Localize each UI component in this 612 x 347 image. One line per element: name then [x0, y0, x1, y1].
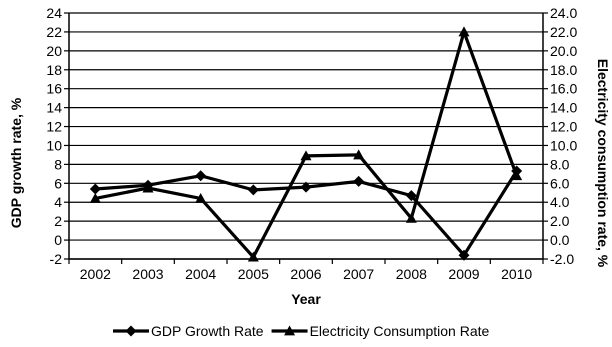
data-point [511, 170, 523, 181]
y2-tick-label: 24.0 [550, 5, 577, 21]
x-axis-title: Year [291, 291, 321, 307]
data-point [458, 26, 470, 37]
legend-marker [284, 325, 296, 336]
y-tick-label: 16 [46, 81, 62, 97]
y-tick-label: 18 [46, 62, 62, 78]
y2-tick-label: -2.0 [550, 251, 574, 267]
y-tick-label: 0 [54, 232, 62, 248]
y2-tick-label: 2.0 [550, 213, 570, 229]
data-point [195, 170, 207, 182]
x-tick-label: 2010 [501, 266, 532, 282]
data-point [300, 150, 312, 161]
data-point [405, 190, 417, 202]
y2-tick-label: 6.0 [550, 175, 570, 191]
y-tick-label: 14 [46, 100, 62, 116]
series-layer [89, 26, 523, 262]
y2-tick-label: 10.0 [550, 137, 577, 153]
y-tick-label: 22 [46, 24, 62, 40]
y-axis-title: GDP growth rate, % [8, 97, 24, 228]
data-point [353, 149, 365, 160]
legend-label: GDP Growth Rate [151, 323, 264, 339]
y2-tick-label: 12.0 [550, 119, 577, 135]
legend-item: Electricity Consumption Rate [271, 323, 490, 339]
data-point [458, 249, 470, 261]
legend: GDP Growth Rate Electricity Consumption R… [113, 323, 490, 339]
y2-tick-label: 20.0 [550, 43, 577, 59]
x-tick-label: 2002 [80, 266, 111, 282]
y2-tick-label: 0.0 [550, 232, 570, 248]
x-axis-ticks: 2002 2003 2004 2005 2006 2007 2008 2009 2010 [68, 259, 544, 282]
x-tick-label: 2007 [343, 266, 374, 282]
data-point [247, 251, 259, 262]
series-line [95, 26, 519, 260]
y-tick-label: 12 [46, 119, 62, 135]
y2-tick-label: 22.0 [550, 24, 577, 40]
y2-tick-label: 4.0 [550, 194, 570, 210]
x-tick-label: 2009 [448, 266, 479, 282]
y2-axis-title: Electricity consumption rate, % [595, 59, 611, 268]
legend-item: GDP Growth Rate [113, 323, 264, 339]
y-tick-label: 4 [54, 194, 62, 210]
y2-tick-label: 16.0 [550, 81, 577, 97]
data-point [247, 184, 259, 196]
series-2 [89, 26, 523, 262]
y-tick-label: 8 [54, 156, 62, 172]
y-tick-label: 24 [46, 5, 62, 21]
y-tick-label: 20 [46, 43, 62, 59]
legend-marker [125, 325, 137, 337]
x-tick-label: 2003 [132, 266, 163, 282]
data-point [89, 183, 101, 195]
y2-tick-label: 18.0 [550, 62, 577, 78]
y-tick-label: 2 [54, 213, 62, 229]
data-point [405, 212, 417, 223]
data-point [89, 192, 101, 203]
y-tick-label: 6 [54, 175, 62, 191]
x-tick-label: 2008 [396, 266, 427, 282]
y-tick-label: -2 [50, 251, 63, 267]
data-point [353, 175, 365, 187]
data-point [142, 182, 154, 193]
y2-tick-label: 14.0 [550, 100, 577, 116]
x-tick-label: 2005 [238, 266, 269, 282]
x-tick-label: 2006 [290, 266, 321, 282]
data-point [195, 192, 207, 203]
data-point [300, 181, 312, 193]
y2-tick-label: 8.0 [550, 156, 570, 172]
right-axis-ticks: -2.0 0.0 2.0 4.0 6.0 8.0 10.0 12.0 14.0 16.0 18.0 2… [543, 5, 577, 267]
x-tick-label: 2004 [185, 266, 216, 282]
series-1 [89, 165, 523, 261]
legend-label: Electricity Consumption Rate [310, 323, 490, 339]
y-tick-label: 10 [46, 137, 62, 153]
